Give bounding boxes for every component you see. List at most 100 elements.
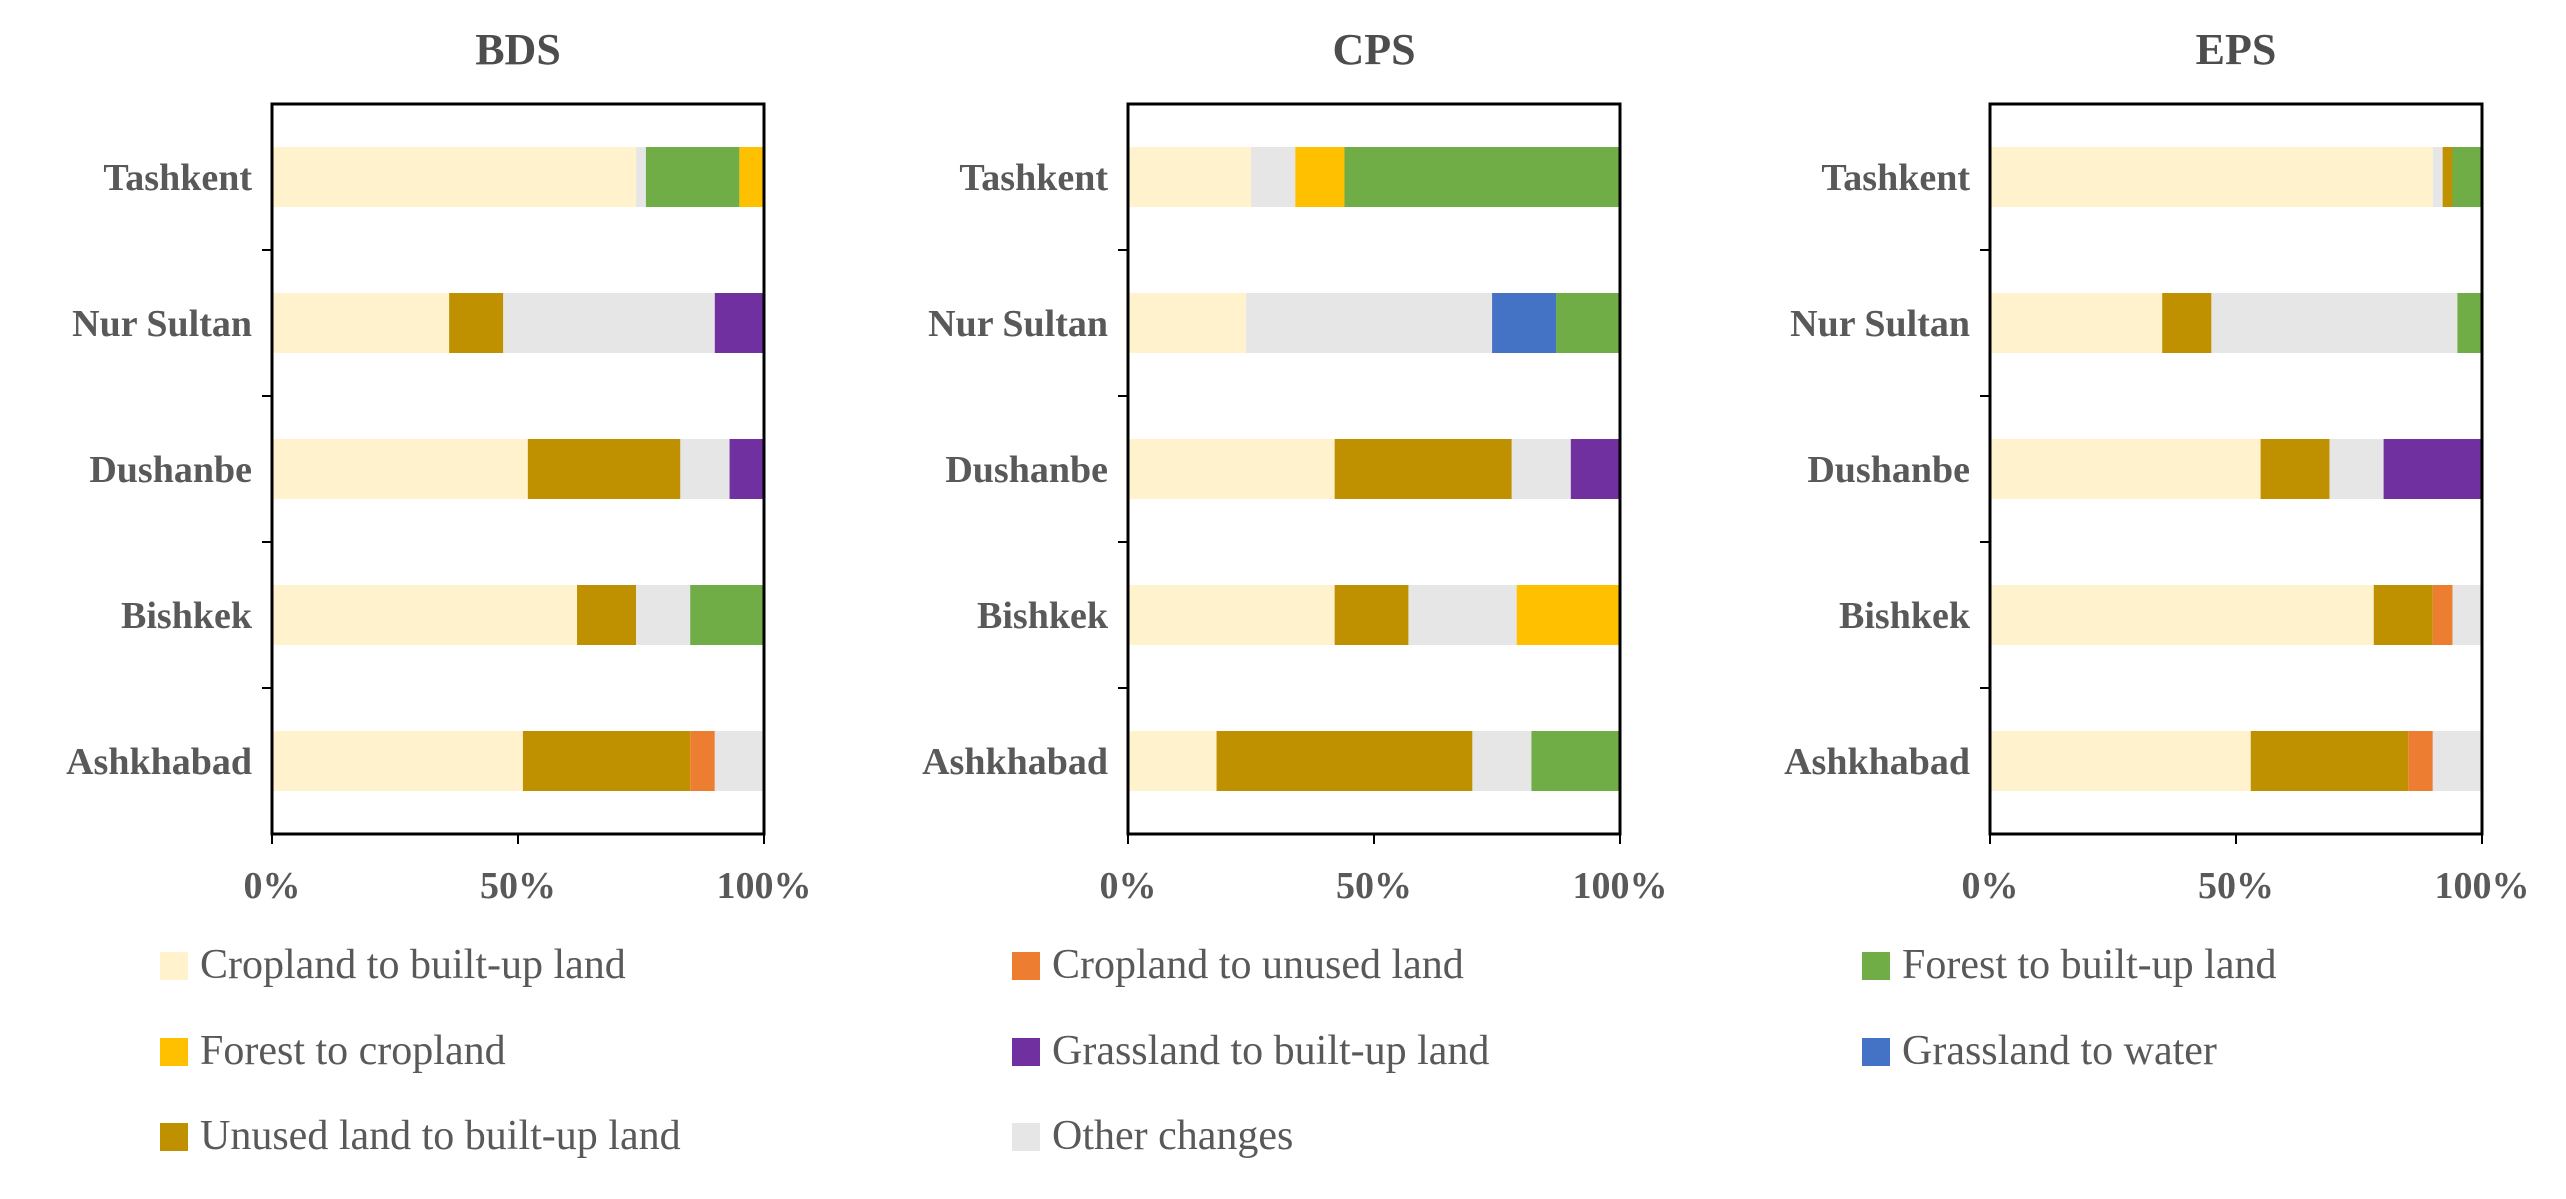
x-tick-label: 100% xyxy=(717,865,812,907)
bar-segment-crop-built xyxy=(1990,439,2261,499)
bar-segment-other xyxy=(2329,439,2384,499)
bar-segment-unused-built xyxy=(2373,585,2433,645)
bar-segment-other xyxy=(636,585,691,645)
category-label: Dushanbe xyxy=(89,449,252,491)
bar-segment-other xyxy=(1251,147,1296,207)
category-label: Tashkent xyxy=(959,157,1108,199)
bar-segment-other xyxy=(503,293,715,353)
bar-segment-crop-built xyxy=(272,585,578,645)
bar-bishkek xyxy=(1990,585,2482,645)
bar-segment-unused-built xyxy=(1216,731,1473,791)
legend-item-other: Other changes xyxy=(1012,1113,1293,1159)
x-tick-label: 0% xyxy=(1962,865,2019,907)
bar-segment-other xyxy=(1408,585,1517,645)
legend-item-crop-built: Cropland to built-up land xyxy=(160,942,626,988)
legend-label: Cropland to unused land xyxy=(1052,942,1464,988)
bar-nur-sultan xyxy=(1128,293,1620,353)
bar-ashkhabad xyxy=(1990,731,2482,791)
bar-segment-forest-built xyxy=(1556,293,1620,353)
bar-tashkent xyxy=(1128,147,1620,207)
bar-segment-other xyxy=(2452,585,2482,645)
legend-label: Forest to cropland xyxy=(200,1028,506,1074)
legend-item-forest-built: Forest to built-up land xyxy=(1862,942,2276,988)
bar-segment-crop-built xyxy=(272,731,523,791)
bar-segment-unused-built xyxy=(449,293,504,353)
bar-ashkhabad xyxy=(1128,731,1620,791)
bar-segment-forest-crop xyxy=(739,147,764,207)
chart-legend: Cropland to built-up land Cropland to unu… xyxy=(160,942,2276,1159)
bar-segment-grass-built xyxy=(729,439,764,499)
bar-segment-crop-built xyxy=(1990,585,2374,645)
bar-segment-crop-built xyxy=(1990,731,2251,791)
bar-segment-crop-built xyxy=(1990,147,2433,207)
bar-bishkek xyxy=(1128,585,1620,645)
bar-segment-other xyxy=(2432,147,2443,207)
bar-segment-other xyxy=(1246,293,1493,353)
bar-segment-forest-built xyxy=(2457,293,2482,353)
category-label: Ashkhabad xyxy=(922,741,1108,783)
bar-segment-crop-unused xyxy=(690,731,715,791)
legend-swatch xyxy=(1012,1038,1040,1066)
bar-nur-sultan xyxy=(1990,293,2482,353)
bar-nur-sultan xyxy=(272,293,764,353)
legend-label: Cropland to built-up land xyxy=(200,942,626,988)
bar-dushanbe xyxy=(1128,439,1620,499)
category-label: Tashkent xyxy=(1821,157,1970,199)
bar-segment-crop-built xyxy=(1128,731,1217,791)
category-label: Bishkek xyxy=(121,595,253,637)
bar-segment-other xyxy=(2432,731,2482,791)
category-label: Dushanbe xyxy=(945,449,1108,491)
bar-segment-unused-built xyxy=(2442,147,2453,207)
panel-bds: BDS Tashkent Nur Sultan Dushanbe Bishkek Ashk… xyxy=(66,25,811,907)
x-tick-label: 50% xyxy=(480,865,556,907)
bar-segment-crop-unused xyxy=(2432,585,2453,645)
bar-segment-crop-built xyxy=(1128,585,1335,645)
bar-segment-unused-built xyxy=(522,731,691,791)
bar-segment-other xyxy=(1472,731,1532,791)
bar-segment-other xyxy=(680,439,730,499)
bar-segment-other xyxy=(2211,293,2458,353)
bar-segment-forest-built xyxy=(1531,731,1620,791)
legend-label: Other changes xyxy=(1052,1113,1293,1159)
category-label: Tashkent xyxy=(103,157,252,199)
bar-segment-grass-water xyxy=(1492,293,1557,353)
bar-segment-grass-built xyxy=(2383,439,2482,499)
legend-swatch xyxy=(1862,952,1890,980)
chart-panels: BDS Tashkent Nur Sultan Dushanbe Bishkek Ashk… xyxy=(66,25,2529,907)
bar-segment-crop-built xyxy=(272,293,450,353)
bar-dushanbe xyxy=(1990,439,2482,499)
bar-segment-other xyxy=(636,147,646,207)
panel-eps: EPS Tashkent Nur Sultan Dushanbe Bishkek Ashk… xyxy=(1784,25,2529,907)
bar-segment-forest-built xyxy=(2452,147,2482,207)
category-label: Bishkek xyxy=(977,595,1109,637)
bar-segment-forest-crop xyxy=(1295,147,1345,207)
bar-ashkhabad xyxy=(272,731,764,791)
bar-segment-unused-built xyxy=(577,585,637,645)
bar-segment-crop-built xyxy=(272,147,637,207)
bar-segment-grass-built xyxy=(1570,439,1620,499)
bar-segment-forest-built xyxy=(1344,147,1620,207)
bar-segment-crop-built xyxy=(1128,293,1247,353)
panel-title: BDS xyxy=(475,25,561,74)
legend-item-forest-crop: Forest to cropland xyxy=(160,1028,506,1074)
bar-segment-crop-built xyxy=(1128,439,1335,499)
legend-swatch xyxy=(1012,952,1040,980)
category-label: Nur Sultan xyxy=(1790,303,1970,345)
legend-label: Grassland to water xyxy=(1902,1028,2217,1074)
legend-label: Forest to built-up land xyxy=(1902,942,2276,988)
legend-item-grass-water: Grassland to water xyxy=(1862,1028,2217,1074)
legend-swatch xyxy=(1012,1123,1040,1151)
bar-segment-crop-built xyxy=(1990,293,2163,353)
bar-segment-crop-built xyxy=(1128,147,1251,207)
bar-bishkek xyxy=(272,585,764,645)
legend-item-grass-built: Grassland to built-up land xyxy=(1012,1028,1489,1074)
bar-segment-other xyxy=(714,731,764,791)
panel-title: EPS xyxy=(2196,25,2277,74)
bar-tashkent xyxy=(272,147,764,207)
bar-segment-unused-built xyxy=(2250,731,2409,791)
legend-label: Grassland to built-up land xyxy=(1052,1028,1489,1074)
category-label: Ashkhabad xyxy=(1784,741,1970,783)
x-tick-label: 50% xyxy=(1336,865,1412,907)
x-tick-label: 0% xyxy=(244,865,301,907)
